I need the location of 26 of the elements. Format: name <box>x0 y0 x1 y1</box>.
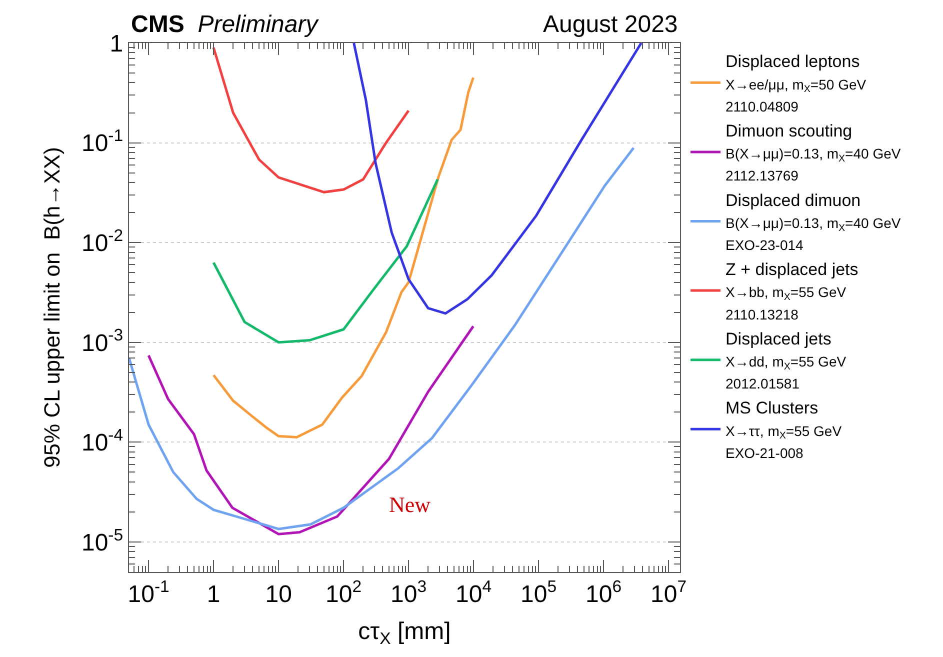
text: Dimuon scouting B(X→μμ)=0.13, m$_{X}$=40 GeV 2112.13769 <box>726 121 901 184</box>
x-tick-label: 10$^{7}$ <box>650 576 687 608</box>
text: Displaced dimuon B(X→μμ)=0.13, m$_{X}$=40 GeV EXO-23-014 <box>726 190 901 253</box>
y-tick-label: 10$^{-5}$ <box>81 525 124 556</box>
annotation: New <box>389 492 431 517</box>
y-tick-label: 10$^{-4}$ <box>81 425 124 457</box>
y-tick-label: 1 <box>110 30 124 58</box>
y-tick-label: 10$^{-2}$ <box>81 226 124 257</box>
x-tick-label: 10$^{-1}$ <box>128 576 170 608</box>
legend-label: MS Clusters X→ττ, m$_{X}$=55 GeV EXO-21-008 <box>726 398 842 461</box>
y-axis-title: 95% CL upper limit on B(h→XX) <box>39 147 64 468</box>
legend-label: Z + displaced jets X→bb, m$_{X}$=55 GeV 2110.13218 <box>726 260 858 322</box>
x-tick-label: 1 <box>206 580 220 608</box>
x-axis-title: cτ$_{X}$ [mm] <box>358 618 451 648</box>
chart-subtitle: August 2023 <box>543 11 678 38</box>
x-tick-label: 10$^{4}$ <box>456 576 492 608</box>
y-tick-label: 10$^{-3}$ <box>81 326 124 357</box>
legend-label: Displaced leptons X→ee/μμ, m$_{X}$=50 GeV 2110.04809 <box>726 52 867 114</box>
x-tick-label: 10$^{5}$ <box>520 576 557 608</box>
x-tick-label: 10$^{6}$ <box>586 576 622 608</box>
legend-label: Displaced jets X→dd, m$_{X}$=55 GeV 2012.01581 <box>726 329 847 392</box>
chart-title: CMS Preliminary <box>131 11 320 38</box>
x-tick-label: 10$^{3}$ <box>390 576 427 608</box>
y-tick-label: 10$^{-1}$ <box>81 126 124 158</box>
x-tick-label: 10$^{2}$ <box>326 576 362 608</box>
x-tick-label: 10 <box>265 580 292 608</box>
